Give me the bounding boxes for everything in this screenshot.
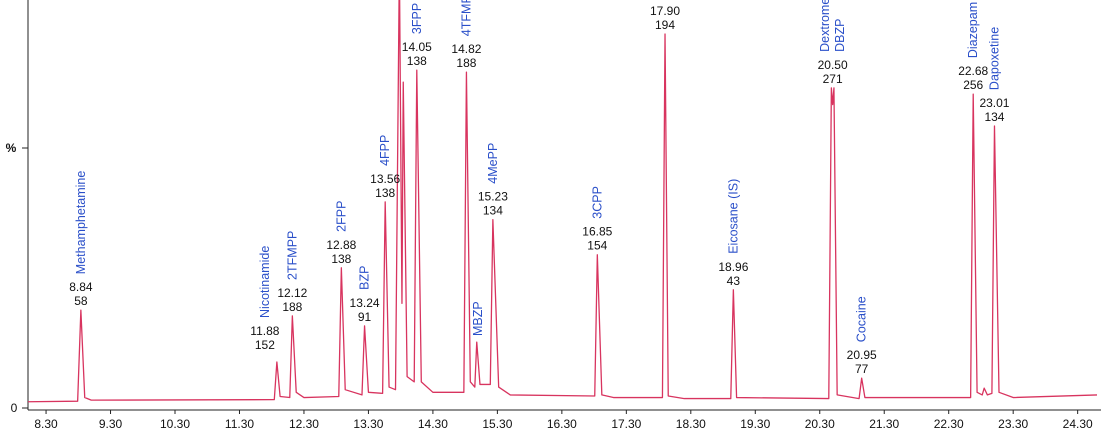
x-tick-label: 10.30 <box>160 417 190 431</box>
peak-mz-label: 271 <box>823 72 843 86</box>
x-tick-label: 20.30 <box>805 417 835 431</box>
peak-rt-label: 14.82 <box>451 42 481 56</box>
peak-name: Eicosane (IS) <box>726 179 740 254</box>
x-tick-label: 9.30 <box>99 417 123 431</box>
peak-mz-label: 91 <box>358 310 372 324</box>
peak-mz-label: 188 <box>456 56 476 70</box>
y-axis-label: % <box>6 141 17 155</box>
peak-rt-label: 23.01 <box>979 96 1009 110</box>
peak-name: DBZP <box>833 19 847 52</box>
x-tick-label: 24.30 <box>1063 417 1093 431</box>
peak-rt-label: 20.95 <box>847 348 877 362</box>
peak-name: Nicotinamide <box>258 246 272 318</box>
x-tick-label: 13.30 <box>353 417 383 431</box>
peak-mz-label: 154 <box>587 239 607 253</box>
peak-mz-label: 77 <box>855 362 869 376</box>
peak-mz-label: 152 <box>255 338 275 352</box>
peak-rt-label: 8.84 <box>69 280 93 294</box>
peak-name: 2FPP <box>334 201 348 232</box>
peak-mz-label: 138 <box>407 54 427 68</box>
y-tick-label: 0 <box>11 401 18 415</box>
peak-mz-label: 138 <box>375 186 395 200</box>
peak-mz-label: 134 <box>483 204 503 218</box>
peak-rt-label: 12.88 <box>326 238 356 252</box>
x-tick-label: 21.30 <box>869 417 899 431</box>
peak-name: 4MePP <box>486 143 500 184</box>
peak-name: Methamphetamine <box>74 171 88 275</box>
x-tick-label: 19.30 <box>740 417 770 431</box>
peak-rt-label: 16.85 <box>582 225 612 239</box>
peak-mz-label: 138 <box>331 252 351 266</box>
peak-name: 4FPP <box>378 135 392 166</box>
peak-rt-label: 15.23 <box>478 190 508 204</box>
peak-mz-label: 188 <box>282 300 302 314</box>
peak-name: MBZP <box>471 301 485 336</box>
peak-name: Dapoxetine <box>987 27 1001 90</box>
x-tick-label: 11.30 <box>225 417 254 431</box>
peak-name: 4TFMPP <box>459 0 473 36</box>
x-tick-label: 23.30 <box>998 417 1028 431</box>
peak-rt-label: 11.88 <box>250 324 279 338</box>
peak-mz-label: 256 <box>963 78 983 92</box>
peak-mz-label: 134 <box>984 110 1004 124</box>
peak-rt-label: 13.24 <box>350 296 380 310</box>
peak-name: BZP <box>358 266 372 290</box>
x-tick-label: 17.30 <box>611 417 641 431</box>
peak-mz-label: 58 <box>74 294 88 308</box>
x-tick-label: 22.30 <box>934 417 964 431</box>
peak-name: Dextromethorphan <box>818 0 832 52</box>
x-tick-label: 18.30 <box>676 417 706 431</box>
plot-area <box>28 0 1098 403</box>
peak-mz-label: 43 <box>727 274 741 288</box>
peak-mz-label: 194 <box>655 18 675 32</box>
peak-rt-label: 12.12 <box>277 286 307 300</box>
peak-rt-label: 13.56 <box>370 172 400 186</box>
peak-rt-label: 14.05 <box>402 40 432 54</box>
x-tick-label: 12.30 <box>289 417 319 431</box>
x-tick-label: 15.30 <box>482 417 512 431</box>
peak-name: Cocaine <box>855 296 869 342</box>
chromatogram-trace <box>28 0 1098 403</box>
peak-rt-label: 17.90 <box>650 4 680 18</box>
peak-rt-label: 18.96 <box>718 260 748 274</box>
x-tick-label: 14.30 <box>418 417 448 431</box>
peak-rt-label: 20.50 <box>818 58 848 72</box>
x-tick-label: 16.30 <box>547 417 577 431</box>
x-tick-label: 8.30 <box>34 417 58 431</box>
peak-rt-label: 22.68 <box>958 64 988 78</box>
peak-name: 2TFMPP <box>285 231 299 280</box>
peak-name: 3CPP <box>590 186 604 219</box>
peak-name: Diazepam <box>966 2 980 58</box>
peak-name: 3FPP <box>410 3 424 34</box>
